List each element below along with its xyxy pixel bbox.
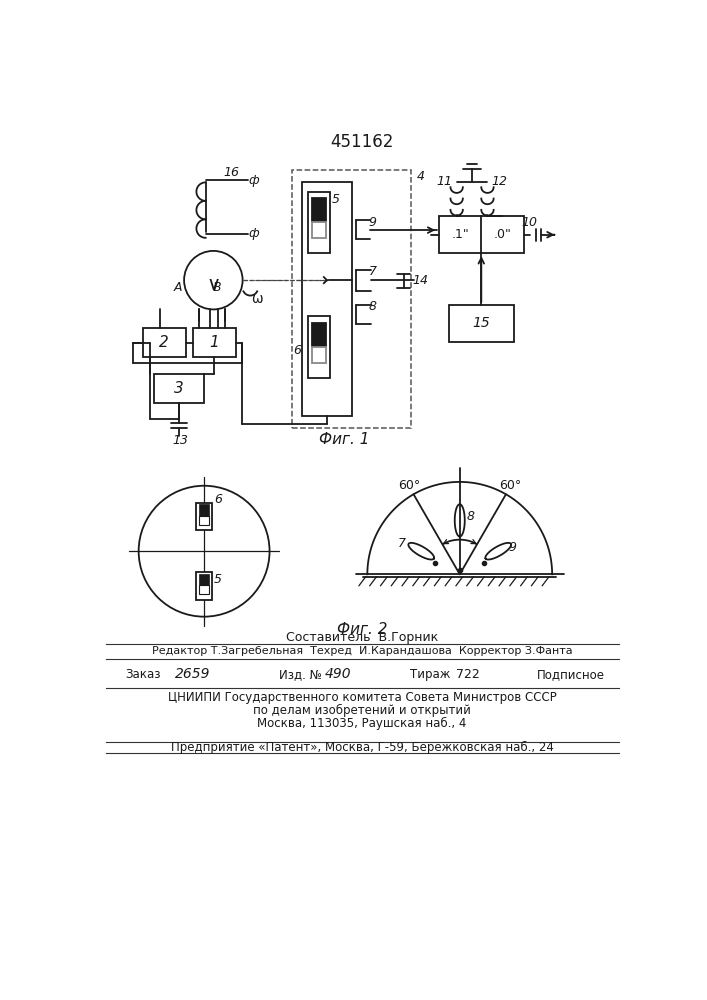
Bar — [199, 516, 209, 525]
Text: ∨: ∨ — [206, 275, 221, 294]
Text: .0": .0" — [493, 228, 511, 241]
Bar — [308, 192, 329, 253]
Text: Тираж: Тираж — [409, 668, 450, 681]
Text: 13: 13 — [173, 434, 189, 447]
Text: 16: 16 — [223, 166, 239, 179]
Bar — [312, 198, 326, 221]
Text: 9: 9 — [508, 541, 516, 554]
Text: 14: 14 — [412, 274, 428, 287]
Text: A: A — [174, 281, 182, 294]
Text: 451162: 451162 — [330, 133, 394, 151]
Bar — [312, 323, 326, 346]
Text: Подписное: Подписное — [537, 668, 604, 681]
Bar — [199, 585, 209, 594]
Bar — [449, 305, 514, 342]
Text: 2659: 2659 — [175, 667, 211, 681]
Text: 15: 15 — [472, 316, 490, 330]
Text: Фиг. 2: Фиг. 2 — [337, 622, 387, 637]
Bar — [199, 574, 209, 585]
Text: Редактор Т.Загребельная  Техред  И.Карандашова  Корректор З.Фанта: Редактор Т.Загребельная Техред И.Каранда… — [151, 646, 572, 656]
Text: 490: 490 — [325, 667, 351, 681]
Text: 3: 3 — [174, 381, 184, 396]
Text: 10: 10 — [522, 216, 538, 229]
Bar — [439, 216, 524, 253]
Bar — [143, 328, 186, 357]
Bar — [192, 328, 235, 357]
Text: ω: ω — [251, 292, 262, 306]
Text: 4: 4 — [416, 170, 424, 183]
Text: Заказ: Заказ — [125, 668, 160, 681]
Text: 1: 1 — [209, 335, 219, 350]
Bar — [154, 374, 204, 403]
Bar — [302, 182, 352, 416]
Text: 7: 7 — [398, 537, 406, 550]
Text: по делам изобретений и открытий: по делам изобретений и открытий — [253, 704, 471, 717]
Text: Изд. №: Изд. № — [279, 668, 322, 681]
Bar — [312, 347, 326, 363]
Bar — [292, 170, 411, 428]
Text: ф: ф — [249, 174, 259, 187]
Text: 5: 5 — [332, 193, 340, 206]
Bar — [312, 222, 326, 238]
Text: B: B — [213, 281, 221, 294]
Text: 11: 11 — [436, 175, 452, 188]
Text: 60°: 60° — [498, 479, 521, 492]
Text: Предприятие «Патент», Москва, Г-59, Бережковская наб., 24: Предприятие «Патент», Москва, Г-59, Бере… — [170, 741, 554, 754]
Text: Составитель  В.Горник: Составитель В.Горник — [286, 631, 438, 644]
Bar — [197, 503, 212, 530]
Text: Москва, 113035, Раушская наб., 4: Москва, 113035, Раушская наб., 4 — [257, 717, 467, 730]
Bar — [197, 572, 212, 600]
Text: 12: 12 — [492, 175, 508, 188]
Bar — [199, 504, 209, 516]
Text: 6: 6 — [214, 493, 222, 506]
Text: .1": .1" — [451, 228, 469, 241]
Text: ф: ф — [249, 227, 259, 240]
Text: 8: 8 — [369, 300, 377, 313]
Text: Фиг. 1: Фиг. 1 — [319, 432, 370, 447]
Text: 5: 5 — [214, 573, 222, 586]
Text: 2: 2 — [159, 335, 169, 350]
Text: 60°: 60° — [399, 479, 421, 492]
Text: 9: 9 — [369, 216, 377, 229]
Text: 7: 7 — [369, 265, 377, 278]
Text: 8: 8 — [467, 510, 474, 523]
Text: 6: 6 — [293, 344, 301, 358]
Text: ЦНИИПИ Государственного комитета Совета Министров СССР: ЦНИИПИ Государственного комитета Совета … — [168, 691, 556, 704]
Text: 722: 722 — [456, 668, 479, 681]
Bar — [308, 316, 329, 378]
